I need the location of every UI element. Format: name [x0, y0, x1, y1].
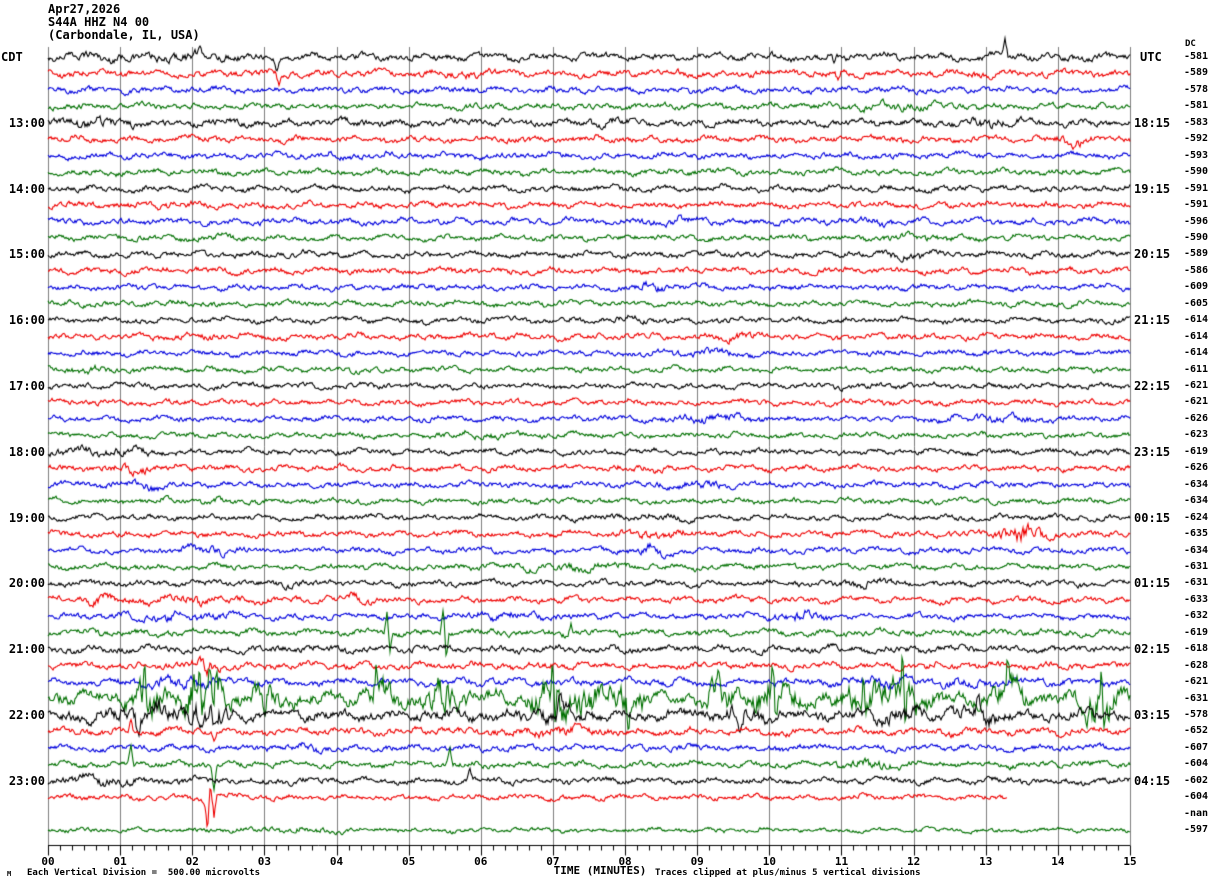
cdt-hour-label: 18:00	[8, 444, 45, 459]
minute-tick-label: 02	[185, 855, 199, 868]
utc-hour-label: 18:15	[1134, 115, 1171, 130]
dc-offset-value: -623	[1184, 429, 1209, 441]
dc-offset-value: -614	[1184, 347, 1209, 359]
minute-tick-label: 11	[834, 855, 849, 868]
dc-offset-value: -581	[1184, 100, 1209, 112]
dc-offset-value: -578	[1184, 709, 1209, 720]
minute-tick-label: 03	[257, 855, 272, 868]
utc-hour-label: 00:15	[1134, 510, 1171, 525]
utc-timezone-label: UTC	[1140, 50, 1162, 64]
dc-offset-value: -591	[1184, 199, 1209, 211]
cdt-hour-label: 15:00	[8, 247, 45, 262]
minute-tick-label: 00	[41, 855, 55, 868]
dc-offset-value: -602	[1184, 774, 1209, 786]
dc-offset-value: -652	[1184, 725, 1209, 737]
dc-offset-value: -589	[1184, 67, 1209, 79]
dc-offset-value: -626	[1184, 462, 1209, 474]
dc-offset-value: -592	[1184, 133, 1209, 145]
cdt-hour-label: 23:00	[8, 773, 45, 788]
utc-hour-label: 03:15	[1134, 708, 1171, 722]
corner-mark: M	[7, 870, 12, 878]
utc-hour-label: 20:15	[1134, 247, 1171, 262]
minute-tick-label: 12	[906, 855, 921, 868]
time-axis-title: TIME (MINUTES)	[553, 864, 647, 877]
cdt-hour-label: 17:00	[8, 379, 45, 393]
minute-tick-label: 10	[762, 855, 776, 868]
header-station-code: S44A HHZ N4 00	[48, 15, 150, 29]
dc-offset-value: -nan	[1184, 807, 1209, 819]
dc-offset-value: -593	[1184, 149, 1209, 161]
dc-offset-value: -589	[1184, 248, 1209, 260]
utc-hour-label: 04:15	[1134, 773, 1171, 788]
dc-offset-value: -633	[1184, 593, 1209, 605]
cdt-hour-label: 16:00	[8, 313, 45, 328]
dc-offset-value: -604	[1184, 758, 1209, 770]
dc-offset-value: -596	[1184, 215, 1209, 227]
minute-tick-label: 06	[474, 855, 488, 868]
utc-hour-label: 21:15	[1134, 313, 1171, 328]
dc-offset-value: -619	[1184, 626, 1209, 638]
clipping-note: Traces clipped at plus/minus 5 vertical …	[655, 868, 921, 878]
dc-offset-value: -621	[1184, 380, 1209, 391]
dc-offset-value: -634	[1184, 544, 1209, 556]
utc-hour-label: 01:15	[1134, 576, 1171, 591]
header-location: (Carbondale, IL, USA)	[48, 28, 200, 42]
dc-offset-value: -614	[1184, 314, 1209, 326]
dc-offset-value: -614	[1184, 330, 1209, 342]
dc-offset-value: -604	[1184, 791, 1209, 803]
minute-tick-label: 09	[690, 855, 704, 868]
cdt-hour-label: 19:00	[8, 510, 45, 525]
dc-column-header: DC	[1185, 39, 1196, 49]
dc-offset-value: -597	[1184, 824, 1209, 836]
utc-hour-label: 23:15	[1134, 444, 1171, 459]
header-date: Apr27,2026	[48, 2, 121, 16]
minute-tick-label: 07	[546, 855, 560, 868]
dc-offset-value: -628	[1184, 659, 1209, 671]
minute-tick-label: 15	[1123, 855, 1137, 868]
minute-tick-label: 13	[979, 855, 993, 868]
dc-offset-value: -586	[1184, 264, 1209, 276]
minute-tick-label: 01	[113, 855, 127, 868]
utc-hour-label: 19:15	[1134, 181, 1171, 196]
dc-offset-value: -591	[1184, 182, 1209, 194]
dc-offset-value: -583	[1184, 116, 1209, 128]
dc-offset-value: -626	[1184, 412, 1209, 424]
minute-tick-label: 05	[402, 855, 416, 868]
utc-hour-label: 02:15	[1134, 642, 1171, 657]
utc-hour-label: 22:15	[1134, 379, 1171, 393]
cdt-hour-label: 13:00	[8, 115, 45, 130]
dc-offset-value: -634	[1184, 495, 1209, 507]
cdt-hour-label: 21:00	[8, 642, 45, 657]
dc-offset-value: -621	[1184, 676, 1209, 688]
dc-offset-value: -611	[1184, 363, 1209, 375]
dc-offset-value: -607	[1184, 741, 1209, 753]
dc-offset-value: -590	[1184, 166, 1209, 178]
minute-tick-label: 08	[618, 855, 632, 868]
dc-offset-value: -609	[1184, 281, 1209, 293]
dc-offset-value: -631	[1184, 560, 1209, 572]
dc-offset-value: -619	[1184, 445, 1209, 457]
dc-offset-value: -618	[1184, 643, 1209, 655]
vertical-division-note: Each Vertical Division = 500.00 microvol…	[27, 868, 260, 878]
cdt-hour-label: 20:00	[8, 576, 45, 591]
dc-offset-value: -631	[1184, 577, 1209, 589]
dc-offset-value: -621	[1184, 396, 1209, 408]
cdt-hour-label: 14:00	[8, 181, 45, 196]
minute-tick-label: 04	[329, 855, 344, 868]
dc-offset-value: -605	[1184, 297, 1209, 309]
dc-offset-value: -632	[1184, 610, 1209, 622]
minute-tick-label: 14	[1051, 855, 1065, 868]
cdt-timezone-label: CDT	[1, 50, 23, 64]
dc-offset-value: -581	[1184, 51, 1209, 62]
dc-offset-value: -631	[1184, 692, 1209, 704]
dc-offset-value: -634	[1184, 478, 1209, 490]
dc-offset-value: -635	[1184, 528, 1209, 540]
dc-offset-value: -578	[1184, 83, 1209, 95]
dc-offset-value: -590	[1184, 231, 1209, 243]
cdt-hour-label: 22:00	[8, 708, 45, 722]
dc-offset-value: -624	[1184, 511, 1209, 523]
